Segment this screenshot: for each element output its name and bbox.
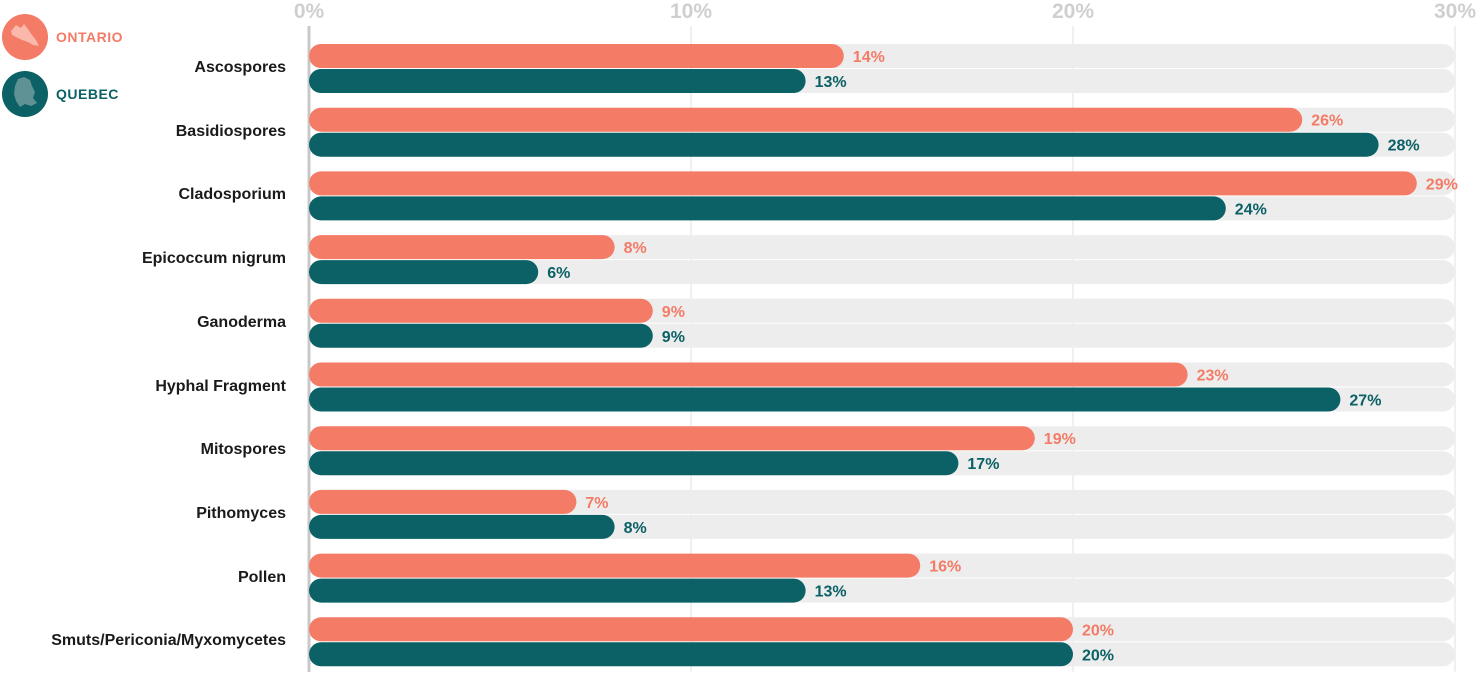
bar-quebec[interactable] bbox=[309, 69, 806, 93]
legend: ONTARIO QUEBEC bbox=[0, 14, 200, 128]
data-label: 8% bbox=[624, 240, 647, 257]
legend-item-quebec[interactable]: QUEBEC bbox=[0, 71, 200, 119]
bar-track bbox=[309, 260, 1455, 285]
data-label: 28% bbox=[1388, 138, 1420, 155]
data-label: 27% bbox=[1349, 393, 1381, 410]
category-label: Ganoderma bbox=[197, 313, 286, 331]
bar-ontario[interactable] bbox=[309, 235, 615, 260]
bar-quebec[interactable] bbox=[309, 196, 1226, 221]
legend-label-ontario: ONTARIO bbox=[56, 29, 124, 45]
quebec-map-icon bbox=[2, 71, 48, 117]
category-label: Hyphal Fragment bbox=[155, 377, 286, 395]
data-label: 20% bbox=[1082, 647, 1114, 664]
category-label: Mitospores bbox=[200, 441, 286, 459]
data-label: 9% bbox=[662, 304, 685, 321]
category-label: Pollen bbox=[237, 568, 286, 586]
bar-ontario[interactable] bbox=[309, 171, 1417, 196]
legend-label-quebec: QUEBEC bbox=[56, 86, 119, 102]
bar-ontario[interactable] bbox=[309, 298, 653, 323]
category-label: Pithomyces bbox=[196, 504, 286, 522]
bar-quebec[interactable] bbox=[309, 387, 1341, 412]
data-label: 19% bbox=[1044, 431, 1076, 448]
bar-ontario[interactable] bbox=[309, 44, 844, 68]
bar-quebec[interactable] bbox=[309, 578, 806, 603]
x-tick-label: 10% bbox=[670, 0, 712, 23]
data-label: 16% bbox=[929, 559, 961, 576]
x-tick-label: 30% bbox=[1434, 0, 1476, 23]
bar-quebec[interactable] bbox=[309, 514, 615, 539]
x-tick-label: 20% bbox=[1052, 0, 1094, 23]
category-label: Smuts/Periconia/Myxomycetes bbox=[51, 632, 286, 650]
data-label: 8% bbox=[624, 520, 647, 537]
category-label: Basidiospores bbox=[175, 122, 286, 140]
data-label: 6% bbox=[547, 265, 570, 282]
data-label: 17% bbox=[967, 456, 999, 473]
data-label: 24% bbox=[1235, 201, 1267, 218]
bar-ontario[interactable] bbox=[309, 553, 921, 578]
bar-track bbox=[309, 489, 1455, 514]
bar-ontario[interactable] bbox=[309, 107, 1303, 132]
data-label: 9% bbox=[662, 329, 685, 346]
data-label: 14% bbox=[853, 49, 885, 66]
category-label: Ascospores bbox=[194, 59, 286, 76]
x-tick-label: 0% bbox=[294, 0, 325, 23]
bar-quebec[interactable] bbox=[309, 323, 653, 348]
bar-quebec[interactable] bbox=[309, 642, 1073, 667]
data-label: 13% bbox=[815, 74, 847, 91]
bar-quebec[interactable] bbox=[309, 132, 1379, 157]
data-label: 23% bbox=[1197, 368, 1229, 385]
category-label: Epicoccum nigrum bbox=[141, 250, 286, 268]
bar-ontario[interactable] bbox=[309, 617, 1073, 642]
bar-quebec[interactable] bbox=[309, 451, 959, 476]
data-label: 7% bbox=[585, 495, 608, 512]
bar-ontario[interactable] bbox=[309, 362, 1188, 387]
data-label: 20% bbox=[1082, 622, 1114, 639]
legend-item-ontario[interactable]: ONTARIO bbox=[0, 14, 200, 62]
ontario-map-icon bbox=[2, 14, 48, 60]
data-label: 26% bbox=[1311, 113, 1343, 130]
bar-ontario[interactable] bbox=[309, 489, 577, 514]
bar-quebec[interactable] bbox=[309, 260, 539, 285]
data-label: 13% bbox=[815, 584, 847, 601]
category-label: Cladosporium bbox=[178, 186, 286, 204]
data-label: 29% bbox=[1426, 176, 1458, 193]
bar-ontario[interactable] bbox=[309, 426, 1035, 451]
